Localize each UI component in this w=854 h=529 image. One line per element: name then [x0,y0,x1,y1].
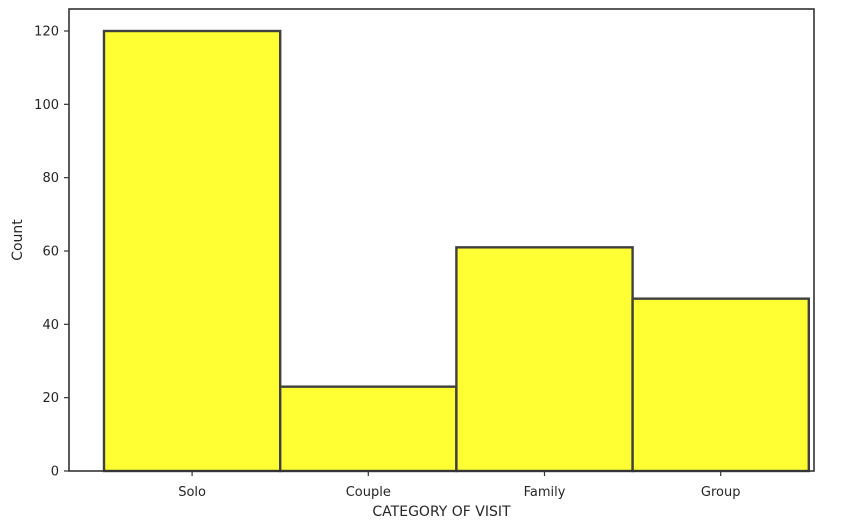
ticks-group: Solo Couple Family Group 0 20 40 60 80 100 120 [34,25,740,501]
y-tick-label: 40 [42,318,59,333]
x-tick-label: Solo [178,485,206,500]
bars-group [102,29,810,473]
x-tick-label: Couple [346,485,391,500]
bar-group [631,297,810,473]
y-tick-label: 60 [42,245,59,260]
bar-couple [279,385,458,473]
bar-family [455,246,634,473]
y-axis-label: Count [10,219,26,261]
plot-frame [68,8,815,472]
x-tick-label: Group [701,485,741,500]
y-tick-label: 120 [34,25,59,40]
y-tick-label: 0 [51,465,59,480]
y-tick-label: 80 [42,171,59,186]
bar-solo [102,29,282,473]
x-axis-label: CATEGORY OF VISIT [372,504,511,520]
x-tick-label: Family [524,485,566,500]
y-tick-label: 100 [34,98,59,113]
y-tick-label: 20 [42,391,59,406]
